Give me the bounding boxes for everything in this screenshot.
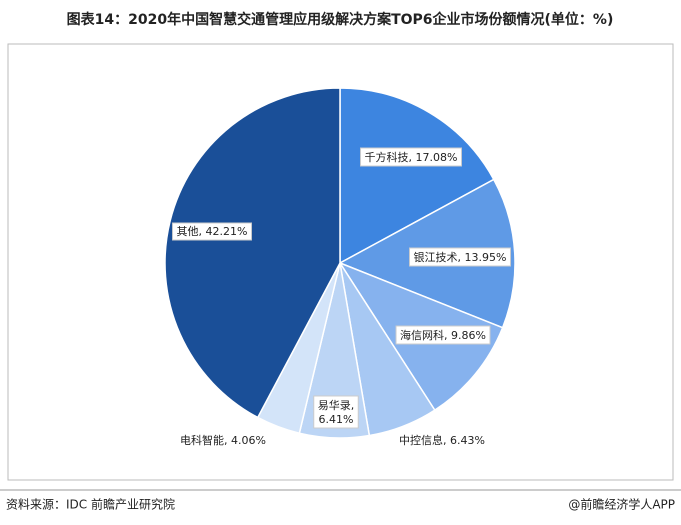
pie-slice: [164, 87, 341, 419]
slice-label: 银江技术, 13.95%: [414, 250, 507, 264]
slice-label: 其他, 42.21%: [177, 225, 248, 238]
labels: 千方科技, 17.08% 银江技术, 13.95% 海信网科, 9.86% 中控信息,…: [172, 147, 511, 447]
slice-label: 千方科技, 17.08%: [365, 150, 458, 164]
label-box: [395, 325, 491, 345]
credit: @前瞻经济学人APP: [568, 497, 675, 512]
label-box: [409, 247, 511, 267]
label-box: [172, 222, 252, 241]
slice-label: 电科智能, 4.06%: [180, 433, 266, 447]
slice-label: 中控信息, 6.43%: [399, 433, 485, 447]
label-box: [360, 147, 462, 167]
slice-label: 易华录, 6.41%: [318, 398, 355, 426]
slice-label: 海信网科, 9.86%: [400, 328, 486, 342]
pie-slice: [339, 87, 495, 265]
label-box: [313, 395, 359, 429]
chart-frame: [7, 43, 674, 481]
chart-title: 图表14：2020年中国智慧交通管理应用级解决方案TOP6企业市场份额情况(单位…: [67, 11, 614, 28]
source: 资料来源：IDC 前瞻产业研究院: [6, 497, 175, 512]
pie: [164, 87, 516, 439]
